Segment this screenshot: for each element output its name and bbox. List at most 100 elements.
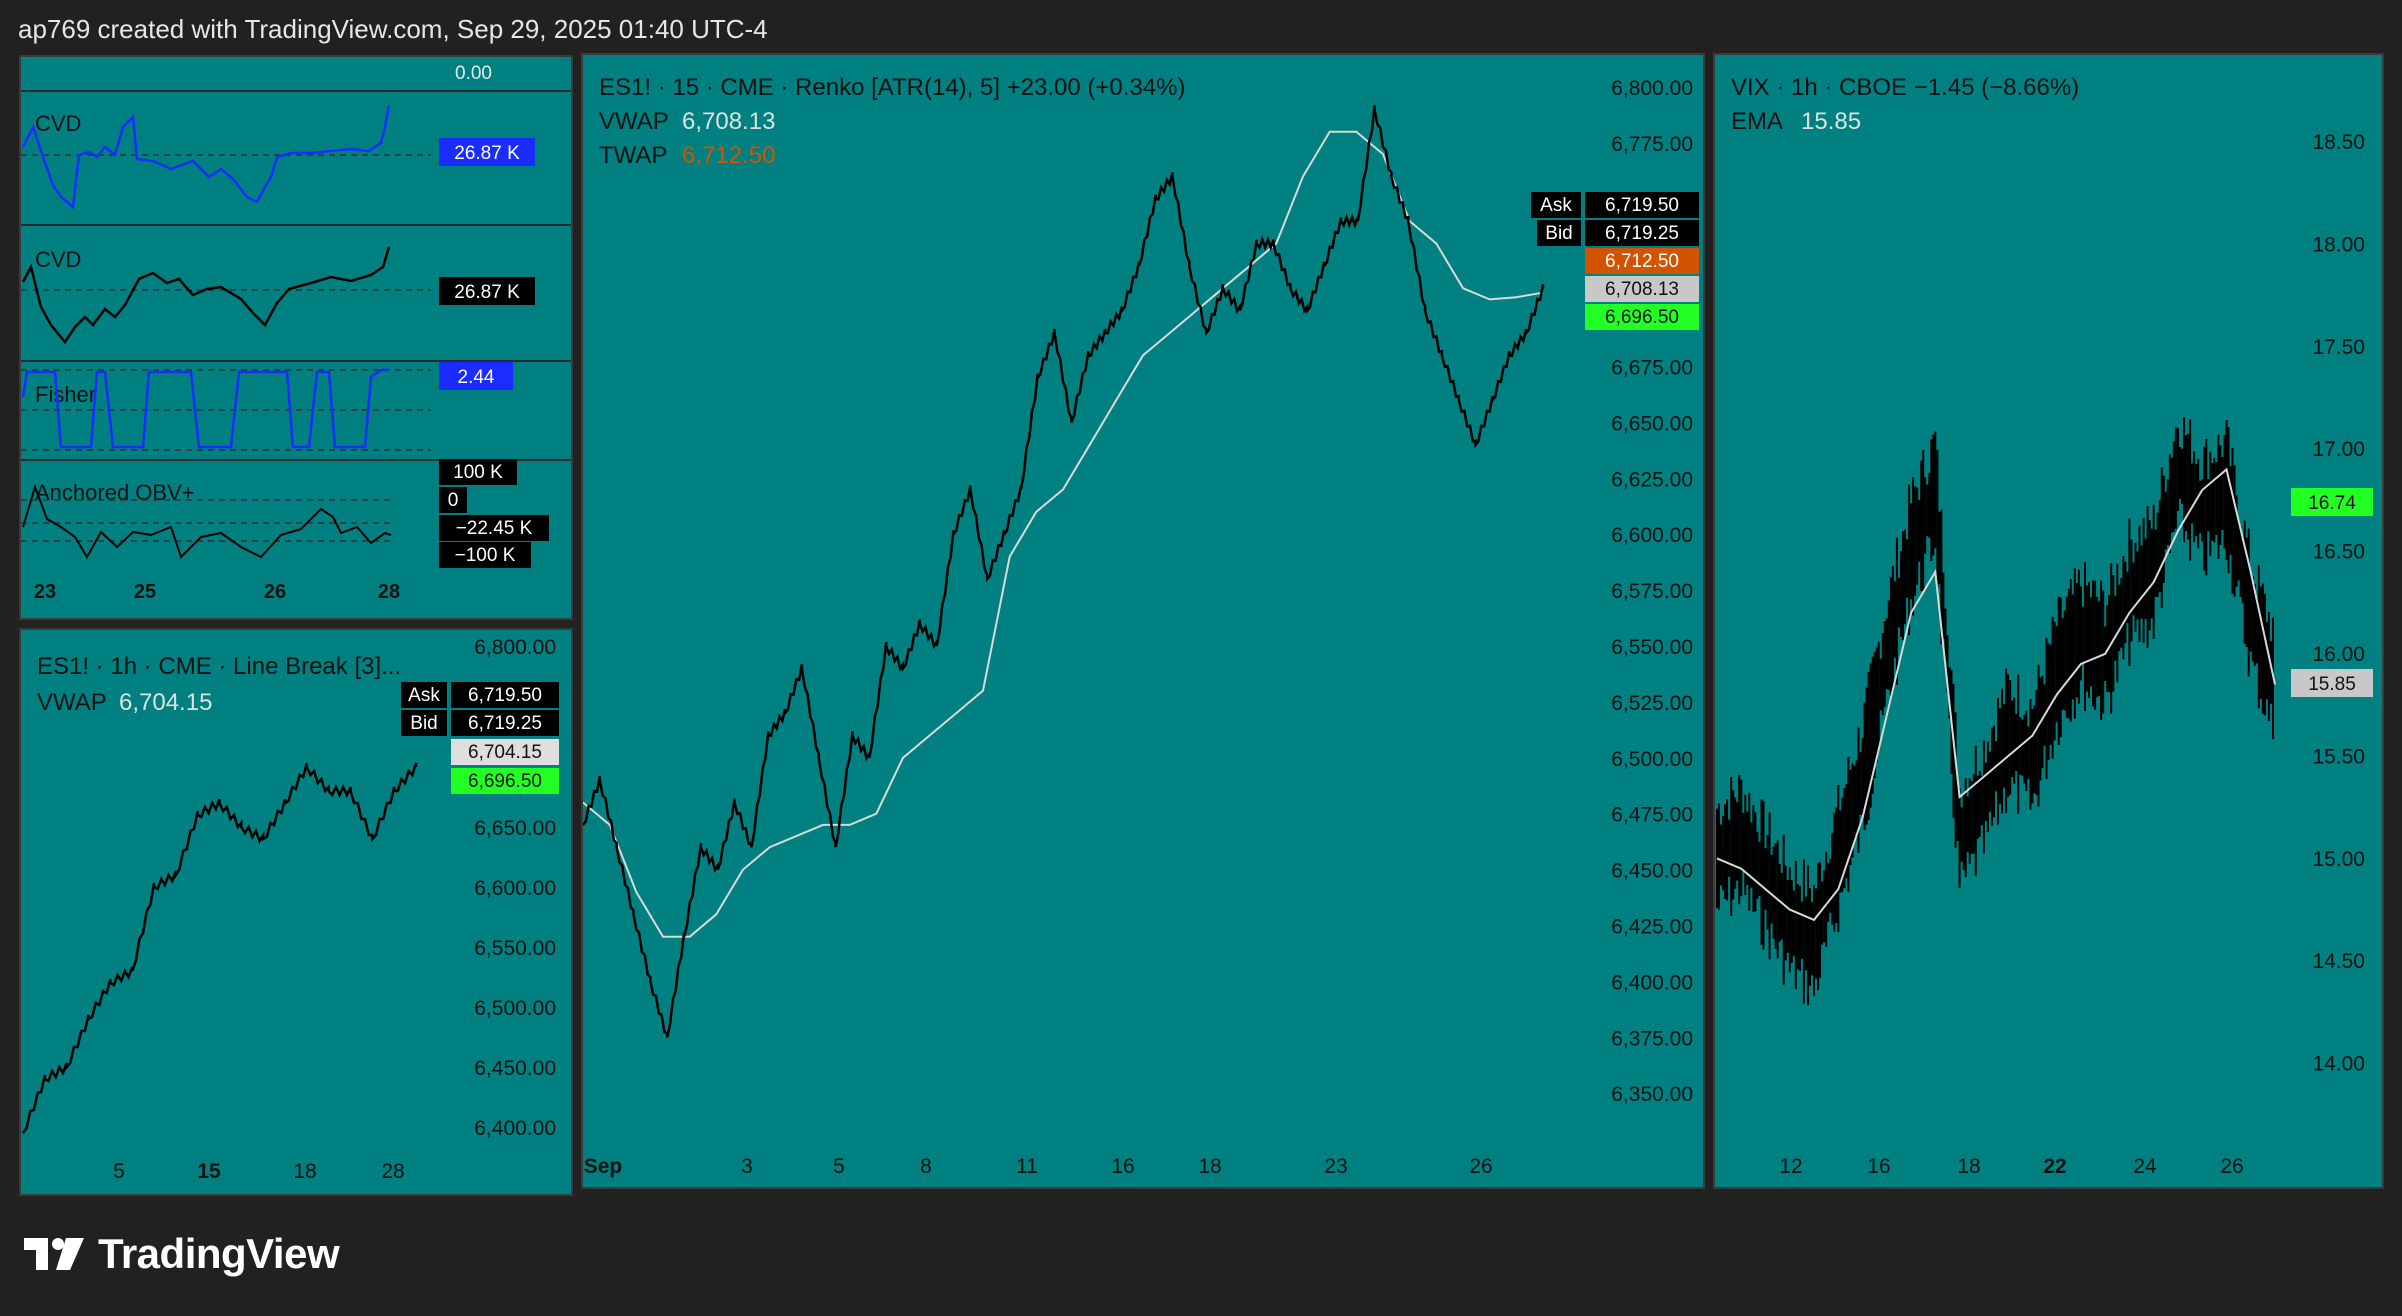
renko-title: ES1! · 15 · CME · Renko [ATR(14), 5] +23… bbox=[599, 74, 1185, 101]
vix-x-tick: 18 bbox=[1957, 1155, 1980, 1178]
lb-vwap-tag: 6,704.15 bbox=[468, 742, 542, 763]
vix-price-bars bbox=[1716, 417, 2274, 1005]
lb-y-tick: 6,600.00 bbox=[474, 877, 556, 900]
renko-y-tick: 6,525.00 bbox=[1611, 692, 1693, 715]
cvd2-line bbox=[21, 246, 391, 345]
line-break-svg: ES1! · 1h · CME · Line Break [3]... VWAP… bbox=[21, 636, 559, 1183]
obv-scale-neg100k: −100 K bbox=[455, 545, 516, 566]
obv-value-tag: −22.45 K bbox=[456, 518, 533, 539]
obv-line bbox=[22, 483, 392, 559]
lb-y-tick: 6,800.00 bbox=[474, 636, 556, 659]
renko-y-tick: 6,400.00 bbox=[1611, 971, 1693, 994]
renko-y-tick: 6,450.00 bbox=[1611, 860, 1693, 883]
line-break-pane[interactable]: ES1! · 1h · CME · Line Break [3]... VWAP… bbox=[19, 628, 573, 1196]
renko-bid-label: Bid bbox=[1545, 223, 1572, 244]
tradingview-logo[interactable]: TradingView bbox=[22, 1230, 340, 1278]
renko-y-tick: 6,375.00 bbox=[1611, 1027, 1693, 1050]
renko-y-tick: 6,625.00 bbox=[1611, 468, 1693, 491]
renko-y-tick: 6,425.00 bbox=[1611, 916, 1693, 939]
renko-y-tick: 6,650.00 bbox=[1611, 412, 1693, 435]
vix-svg: VIX · 1h · CBOE −1.45 (−8.66%) EMA 15.85… bbox=[1716, 74, 2373, 1178]
header-caption: ap769 created with TradingView.com, Sep … bbox=[18, 14, 768, 44]
fisher-line bbox=[21, 368, 389, 449]
indicator-top-scale: 0.00 bbox=[455, 63, 492, 84]
lb-bid-tag: 6,719.25 bbox=[468, 713, 542, 734]
renko-vwap-value: 6,708.13 bbox=[682, 108, 775, 135]
renko-x-tick: Sep bbox=[584, 1155, 623, 1178]
obv-scale-100k: 100 K bbox=[453, 462, 503, 483]
lb-y-axis: 6,800.00 6,650.00 6,600.00 6,550.00 6,500.00… bbox=[474, 636, 556, 1140]
renko-twap-label: TWAP bbox=[599, 142, 667, 169]
renko-x-tick: 26 bbox=[1469, 1155, 1492, 1178]
renko-twap-value: 6,712.50 bbox=[682, 142, 775, 169]
vix-y-axis: 18.50 18.00 17.50 17.00 16.50 16.00 15.50 15.00… bbox=[2312, 131, 2365, 1076]
renko-ask-tag: 6,719.50 bbox=[1605, 195, 1679, 216]
renko-pane[interactable]: ES1! · 15 · CME · Renko [ATR(14), 5] +23… bbox=[581, 53, 1705, 1189]
renko-x-tick: 8 bbox=[920, 1155, 932, 1178]
vix-x-tick: 12 bbox=[1779, 1155, 1802, 1178]
ind-x-tick: 25 bbox=[134, 581, 156, 603]
obv-label: Anchored OBV+ bbox=[35, 480, 195, 505]
lb-bid-label: Bid bbox=[410, 713, 437, 734]
renko-x-tick: 16 bbox=[1111, 1155, 1134, 1178]
renko-price-line bbox=[583, 105, 1545, 1038]
vix-y-tick: 17.00 bbox=[2312, 438, 2365, 461]
vix-y-tick: 17.50 bbox=[2312, 336, 2365, 359]
cvd1-value-tag: 26.87 K bbox=[454, 143, 520, 164]
vix-x-axis: 12 16 18 22 24 26 bbox=[1779, 1155, 2243, 1178]
tradingview-logo-text: TradingView bbox=[98, 1230, 340, 1277]
lb-y-tick: 6,450.00 bbox=[474, 1057, 556, 1080]
renko-y-tick: 6,675.00 bbox=[1611, 357, 1693, 380]
vix-last-tag: 16.74 bbox=[2308, 493, 2356, 514]
renko-ask-label: Ask bbox=[1540, 195, 1572, 216]
vix-ema-value: 15.85 bbox=[1801, 108, 1861, 135]
indicators-pane[interactable]: 0.00 CVD 26.87 K CVD 26.87 K Fisher 2.44… bbox=[19, 55, 573, 620]
renko-x-tick: 5 bbox=[833, 1155, 845, 1178]
lb-x-tick: 15 bbox=[197, 1160, 221, 1183]
lb-ask-label: Ask bbox=[408, 685, 440, 706]
lb-y-tick: 6,550.00 bbox=[474, 937, 556, 960]
lb-y-tick: 6,500.00 bbox=[474, 997, 556, 1020]
fisher-value-tag: 2.44 bbox=[458, 367, 495, 388]
cvd2-value-tag: 26.87 K bbox=[454, 282, 520, 303]
vix-pane[interactable]: VIX · 1h · CBOE −1.45 (−8.66%) EMA 15.85… bbox=[1713, 53, 2384, 1189]
vix-ema-tag: 15.85 bbox=[2308, 674, 2356, 695]
renko-y-tick: 6,550.00 bbox=[1611, 636, 1693, 659]
lb-y-tick: 6,650.00 bbox=[474, 817, 556, 840]
lb-x-tick: 28 bbox=[381, 1160, 404, 1183]
lb-price-line bbox=[21, 762, 418, 1134]
lb-low-tag: 6,696.50 bbox=[468, 771, 542, 792]
renko-y-tick: 6,500.00 bbox=[1611, 748, 1693, 771]
renko-x-tick: 11 bbox=[1016, 1155, 1038, 1178]
vix-y-tick: 16.50 bbox=[2312, 541, 2365, 564]
renko-x-tick: 3 bbox=[741, 1155, 753, 1178]
tradingview-logo-icon bbox=[24, 1238, 84, 1270]
vix-y-tick: 15.00 bbox=[2312, 848, 2365, 871]
lb-ask-tag: 6,719.50 bbox=[468, 685, 542, 706]
renko-vwap-tag: 6,708.13 bbox=[1605, 279, 1679, 300]
vix-y-tick: 14.50 bbox=[2312, 950, 2365, 973]
cvd1-line bbox=[21, 104, 391, 210]
vix-y-tick: 15.50 bbox=[2312, 745, 2365, 768]
fisher-label: Fisher bbox=[35, 382, 96, 407]
ind-x-tick: 23 bbox=[34, 581, 56, 603]
vix-title: VIX · 1h · CBOE −1.45 (−8.66%) bbox=[1731, 74, 2079, 101]
vix-y-tick: 16.00 bbox=[2312, 643, 2365, 666]
renko-vwap-label: VWAP bbox=[599, 108, 669, 135]
vix-x-tick: 22 bbox=[2043, 1155, 2066, 1178]
cvd2-label: CVD bbox=[35, 247, 81, 272]
lb-title: ES1! · 1h · CME · Line Break [3]... bbox=[37, 653, 401, 680]
renko-y-tick: 6,350.00 bbox=[1611, 1083, 1693, 1106]
vix-y-tick: 18.50 bbox=[2312, 131, 2365, 154]
cvd1-label: CVD bbox=[35, 111, 81, 136]
renko-y-tick: 6,775.00 bbox=[1611, 133, 1693, 156]
vix-x-tick: 16 bbox=[1867, 1155, 1890, 1178]
ind-x-tick: 28 bbox=[378, 581, 400, 603]
renko-y-tick: 6,575.00 bbox=[1611, 580, 1693, 603]
lb-x-tick: 18 bbox=[293, 1160, 316, 1183]
lb-y-tick: 6,400.00 bbox=[474, 1117, 556, 1140]
lb-vwap-value: 6,704.15 bbox=[119, 689, 212, 716]
renko-vwap-line bbox=[583, 130, 1544, 938]
vix-y-tick: 14.00 bbox=[2312, 1053, 2365, 1076]
renko-y-tick: 6,475.00 bbox=[1611, 804, 1693, 827]
